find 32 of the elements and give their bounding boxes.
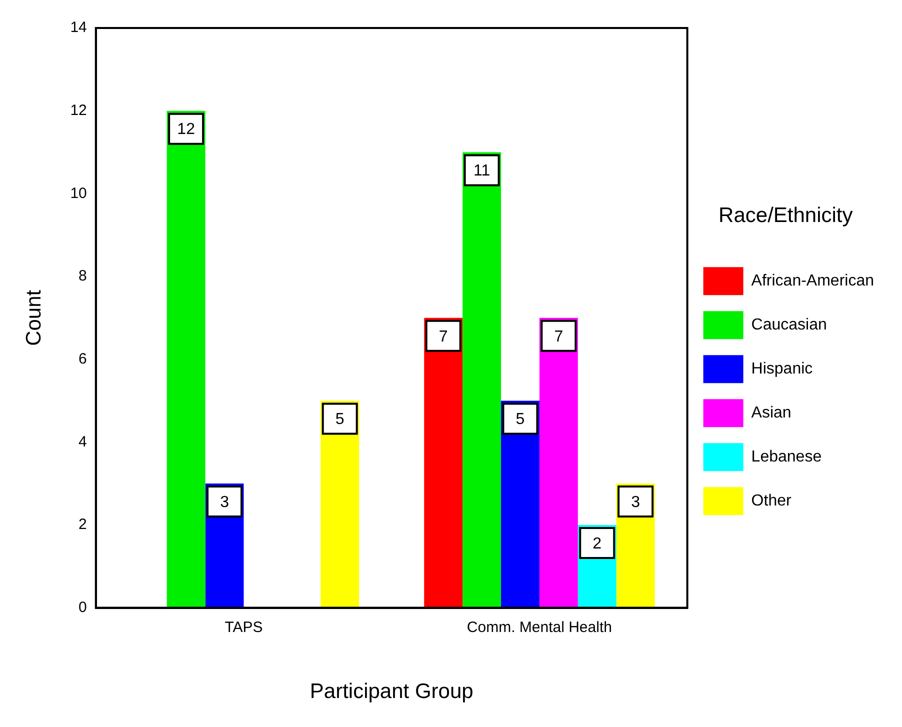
y-tick-label: 8 <box>78 268 87 285</box>
data-label: 11 <box>473 162 490 180</box>
data-label: 12 <box>177 121 196 138</box>
bar <box>462 152 501 608</box>
y-tick-label: 12 <box>70 102 87 119</box>
y-tick-label: 0 <box>78 598 87 616</box>
y-tick-label: 6 <box>78 350 87 368</box>
data-label: 5 <box>516 411 525 428</box>
y-tick-label: 2 <box>78 516 87 534</box>
y-tick-label: 14 <box>70 19 87 36</box>
legend-label: Lebanese <box>751 448 822 466</box>
bar <box>166 110 206 608</box>
y-axis-title: Count <box>22 290 46 346</box>
legend-title: Race/Ethnicity <box>718 204 854 228</box>
y-tick-label: 4 <box>78 433 87 450</box>
data-label: 7 <box>554 328 564 346</box>
x-tick-label: Comm. Mental Health <box>466 618 612 636</box>
x-axis-title: Participant Group <box>310 680 474 704</box>
legend-label: African-American <box>751 272 874 290</box>
legend-label: Caucasian <box>751 316 827 334</box>
x-tick-label: TAPS <box>224 618 263 636</box>
legend-label: Other <box>751 492 792 510</box>
data-label: 5 <box>335 411 344 428</box>
legend-label: Hispanic <box>751 360 813 378</box>
y-tick-label: 10 <box>70 184 87 202</box>
data-label: 2 <box>592 535 602 552</box>
bar <box>424 318 463 608</box>
data-label: 3 <box>220 494 230 511</box>
data-label: 7 <box>438 328 448 346</box>
bar <box>539 318 578 608</box>
data-label: 3 <box>631 494 640 511</box>
legend-label: Asian <box>751 404 792 422</box>
